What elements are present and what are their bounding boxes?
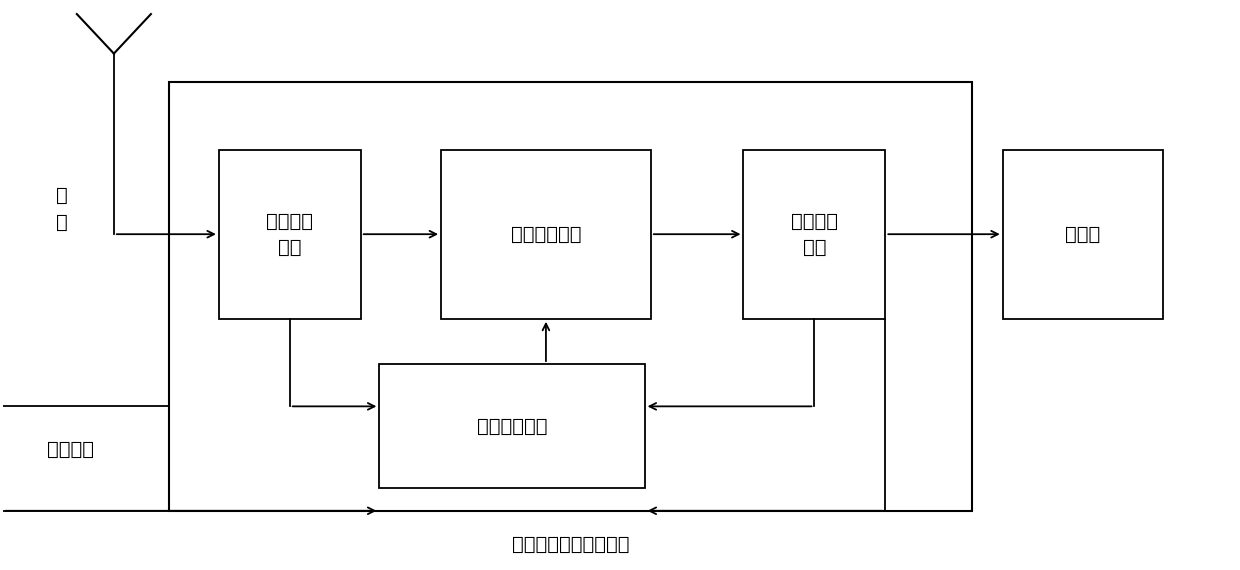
Text: 自适应多元正交陷波器: 自适应多元正交陷波器 xyxy=(512,535,630,554)
Bar xyxy=(170,82,972,511)
Bar xyxy=(744,149,885,319)
Text: 输入耦合
单元: 输入耦合 单元 xyxy=(267,211,314,257)
Text: 接收机: 接收机 xyxy=(1065,225,1101,244)
Bar xyxy=(379,364,645,488)
Text: 天
线: 天 线 xyxy=(56,186,68,231)
Text: 输出耦合
单元: 输出耦合 单元 xyxy=(791,211,838,257)
Bar xyxy=(441,149,651,319)
Text: 电源输入: 电源输入 xyxy=(47,440,94,459)
Text: 正交陷波单元: 正交陷波单元 xyxy=(511,225,582,244)
Bar xyxy=(218,149,361,319)
Text: 检测控制单元: 检测控制单元 xyxy=(476,417,547,435)
Bar xyxy=(1003,149,1163,319)
